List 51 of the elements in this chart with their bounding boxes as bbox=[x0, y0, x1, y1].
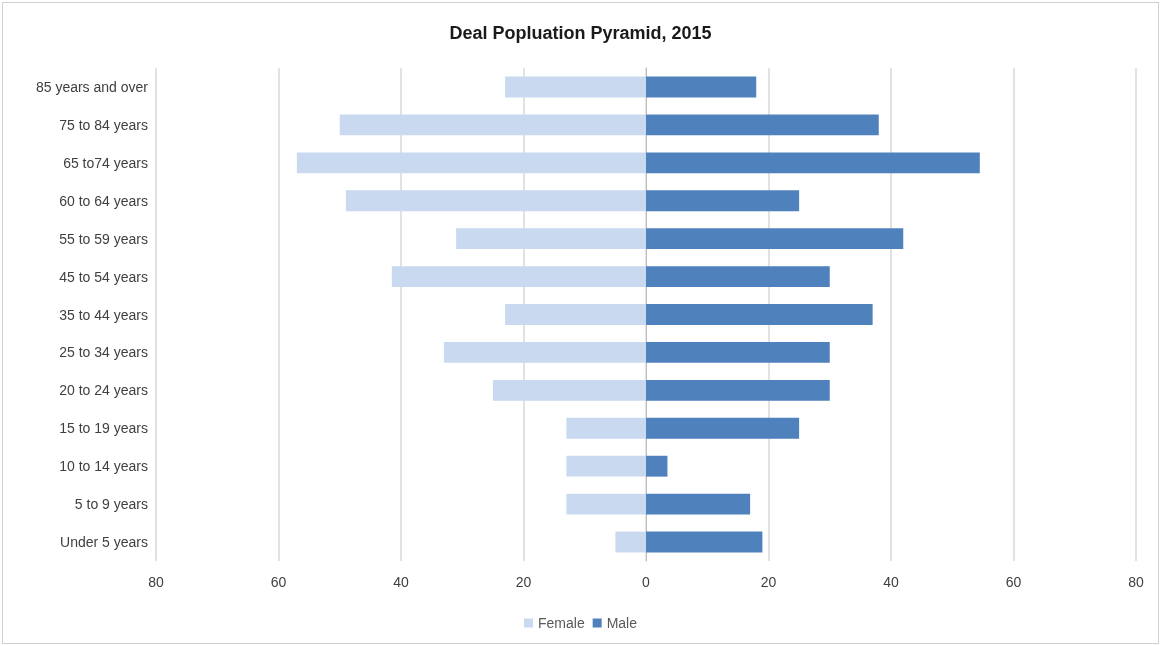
bar bbox=[566, 455, 646, 477]
y-tick-label: 55 to 59 years bbox=[59, 230, 148, 247]
bar bbox=[646, 531, 763, 553]
y-tick-label: Under 5 years bbox=[60, 534, 148, 551]
bar bbox=[505, 76, 646, 98]
bar bbox=[339, 114, 646, 136]
legend-label: Male bbox=[606, 615, 638, 631]
bar bbox=[646, 455, 668, 477]
bar bbox=[566, 493, 646, 515]
y-tick-label: 10 to 14 years bbox=[59, 458, 148, 475]
y-tick-label: 25 to 34 years bbox=[59, 344, 148, 361]
bar bbox=[443, 341, 646, 363]
x-tick-label: 20 bbox=[515, 574, 532, 590]
legend-label: Female bbox=[537, 615, 585, 631]
y-tick-label: 35 to 44 years bbox=[59, 306, 148, 323]
bar bbox=[646, 152, 980, 174]
x-tick-label: 60 bbox=[1005, 574, 1022, 590]
x-tick-label: 40 bbox=[393, 574, 409, 590]
y-tick-label: 85 years and over bbox=[35, 78, 149, 95]
bar bbox=[646, 379, 830, 401]
x-tick-label: 80 bbox=[1128, 574, 1144, 590]
bar bbox=[566, 417, 646, 439]
bar bbox=[646, 493, 751, 515]
bar bbox=[646, 190, 800, 212]
bar bbox=[492, 379, 646, 401]
y-tick-label: 60 to 64 years bbox=[59, 192, 148, 209]
bar bbox=[646, 304, 873, 325]
bar bbox=[456, 228, 646, 250]
bar bbox=[646, 266, 830, 288]
bar bbox=[646, 341, 830, 363]
x-tick-label: 40 bbox=[883, 574, 899, 590]
y-tick-label: 20 to 24 years bbox=[59, 382, 148, 399]
bar bbox=[391, 266, 646, 288]
x-tick-label: 60 bbox=[270, 574, 287, 590]
y-tick-label: 5 to 9 years bbox=[74, 496, 148, 513]
y-tick-label: 45 to 54 years bbox=[59, 268, 148, 285]
bar bbox=[615, 531, 646, 553]
bar bbox=[646, 114, 879, 136]
x-tick-label: 0 bbox=[642, 574, 651, 590]
x-tick-label: 20 bbox=[760, 574, 777, 590]
bar bbox=[345, 190, 646, 212]
y-tick-label: 15 to 19 years bbox=[59, 420, 148, 437]
y-tick-label: 75 to 84 years bbox=[59, 116, 148, 133]
bar bbox=[296, 152, 646, 174]
bar bbox=[646, 76, 757, 98]
x-tick-label: 80 bbox=[148, 574, 164, 590]
bar bbox=[646, 228, 904, 250]
bar bbox=[646, 417, 800, 439]
y-tick-label: 65 to74 years bbox=[63, 154, 148, 171]
chart-title: Deal Popluation Pyramid, 2015 bbox=[449, 23, 712, 43]
bar bbox=[505, 304, 646, 325]
